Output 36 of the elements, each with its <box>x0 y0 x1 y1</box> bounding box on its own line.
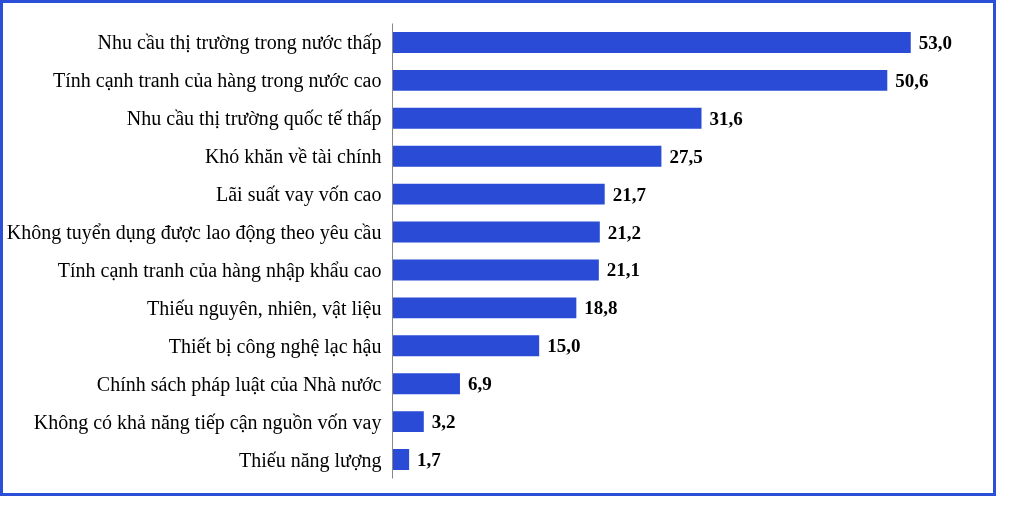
y-tick-label: Không có khả năng tiếp cận nguồn vốn vay <box>33 410 382 434</box>
data-label: 1,7 <box>417 449 442 471</box>
bar <box>392 221 600 243</box>
y-tick-label: Khó khăn về tài chính <box>204 145 382 168</box>
data-label: 27,5 <box>669 145 703 167</box>
y-tick-label: Không tuyển dụng được lao động theo yêu cầu <box>6 221 382 245</box>
data-label: 50,6 <box>895 69 929 91</box>
y-tick-label: Chính sách pháp luật của Nhà nước <box>96 372 382 396</box>
bar <box>392 335 540 357</box>
data-label: 31,6 <box>709 107 743 129</box>
bar <box>392 411 424 433</box>
bar <box>392 183 605 205</box>
data-label: 3,2 <box>431 411 456 433</box>
data-label: 21,1 <box>606 259 641 281</box>
y-tick-label: Thiếu năng lượng <box>239 448 382 472</box>
bar <box>392 449 410 470</box>
data-label: 21,7 <box>612 183 647 205</box>
bar <box>392 373 460 395</box>
y-tick-label: Tính cạnh tranh của hàng trong nước cao <box>52 69 382 93</box>
bar <box>392 32 911 53</box>
y-tick-label: Lãi suất vay vốn cao <box>216 183 382 207</box>
bar <box>392 145 662 167</box>
bar <box>392 297 577 319</box>
y-tick-label: Tính cạnh tranh của hàng nhập khẩu cao <box>57 258 382 282</box>
data-label: 6,9 <box>467 373 492 395</box>
data-label: 53,0 <box>918 31 953 53</box>
y-tick-label: Nhu cầu thị trường trong nước thấp <box>97 31 382 55</box>
bar <box>392 69 888 91</box>
y-tick-label: Thiết bị công nghệ lạc hậu <box>168 334 382 358</box>
y-tick-label: Thiếu nguyên, nhiên, vật liệu <box>147 296 382 320</box>
y-tick-label: Nhu cầu thị trường quốc tế thấp <box>126 107 382 131</box>
data-label: 18,8 <box>584 297 618 319</box>
data-label: 21,2 <box>607 221 642 243</box>
data-label: 15,0 <box>547 335 581 357</box>
bar <box>392 259 599 281</box>
bar <box>392 107 702 129</box>
